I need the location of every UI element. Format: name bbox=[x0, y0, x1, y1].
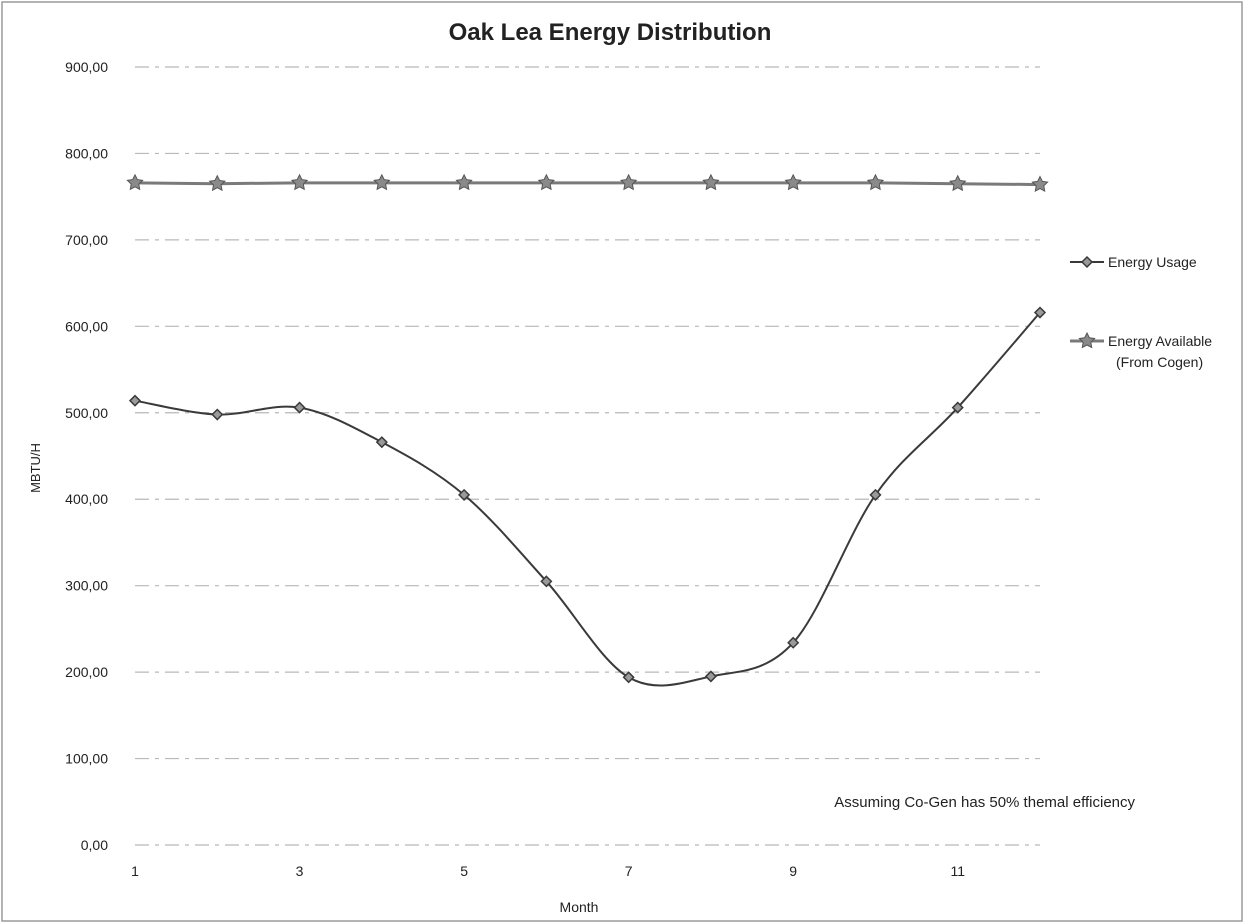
legend: Energy Usage Energy Available (From Cogen) bbox=[1070, 254, 1212, 370]
y-tick-label: 400,00 bbox=[65, 491, 108, 507]
chart-title: Oak Lea Energy Distribution bbox=[449, 19, 772, 46]
x-tick-label: 5 bbox=[460, 863, 468, 879]
data-point-series-2 bbox=[619, 173, 638, 191]
y-tick-label: 0,00 bbox=[81, 837, 108, 853]
data-point-series-2 bbox=[373, 173, 391, 191]
data-point-series-1 bbox=[293, 401, 306, 414]
legend-label: Energy Available bbox=[1108, 333, 1212, 349]
data-point-series-1 bbox=[951, 401, 964, 414]
data-point-series-2 bbox=[866, 173, 885, 191]
data-point-series-2 bbox=[455, 173, 473, 191]
data-point-series-1 bbox=[458, 488, 471, 501]
y-tick-label: 700,00 bbox=[65, 232, 108, 248]
data-point-series-1 bbox=[787, 636, 800, 649]
data-point-series-2 bbox=[949, 174, 967, 192]
y-axis-label: MBTU/H bbox=[28, 443, 43, 493]
legend-label: (From Cogen) bbox=[1116, 354, 1203, 370]
y-tick-label: 800,00 bbox=[65, 145, 108, 161]
x-axis-label: Month bbox=[560, 899, 599, 915]
y-tick-label: 900,00 bbox=[65, 59, 108, 75]
y-tick-label: 200,00 bbox=[65, 664, 108, 680]
data-point-series-1 bbox=[869, 488, 882, 501]
data-point-series-1 bbox=[1033, 306, 1047, 319]
series-line-2 bbox=[134, 181, 1041, 187]
data-point-series-1 bbox=[375, 436, 388, 449]
chart-annotation: Assuming Co-Gen has 50% themal efficienc… bbox=[834, 794, 1135, 811]
data-point-series-1 bbox=[128, 394, 142, 407]
data-point-series-1 bbox=[704, 670, 717, 683]
data-point-series-1 bbox=[211, 408, 224, 421]
y-tick-label: 600,00 bbox=[65, 318, 108, 334]
y-tick-label: 100,00 bbox=[65, 751, 108, 767]
data-point-series-2 bbox=[537, 173, 556, 191]
x-tick-label: 9 bbox=[789, 863, 797, 879]
gridlines bbox=[135, 66, 1040, 846]
data-point-series-2 bbox=[702, 173, 720, 191]
legend-marker-2 bbox=[1078, 331, 1096, 349]
x-tick-label: 7 bbox=[625, 863, 633, 879]
y-axis-ticks: 0,00 100,00 200,00 300,00 400,00 500,00 600,00… bbox=[65, 59, 108, 853]
series-group bbox=[126, 173, 1049, 687]
legend-label: Energy Usage bbox=[1108, 254, 1197, 270]
data-point-series-2 bbox=[208, 174, 226, 192]
data-point-series-2 bbox=[784, 173, 802, 191]
y-tick-label: 500,00 bbox=[65, 405, 108, 421]
data-point-series-1 bbox=[540, 575, 553, 588]
data-point-series-2 bbox=[1031, 175, 1049, 192]
x-tick-label: 11 bbox=[950, 863, 965, 879]
data-point-series-2 bbox=[126, 173, 144, 191]
x-tick-label: 3 bbox=[296, 863, 304, 879]
data-point-series-2 bbox=[290, 173, 309, 191]
y-tick-label: 300,00 bbox=[65, 578, 108, 594]
x-tick-label: 1 bbox=[131, 863, 139, 879]
data-point-series-1 bbox=[622, 671, 635, 684]
x-axis-ticks: 1 3 5 7 9 11 bbox=[131, 863, 965, 879]
legend-marker-1 bbox=[1080, 255, 1094, 269]
